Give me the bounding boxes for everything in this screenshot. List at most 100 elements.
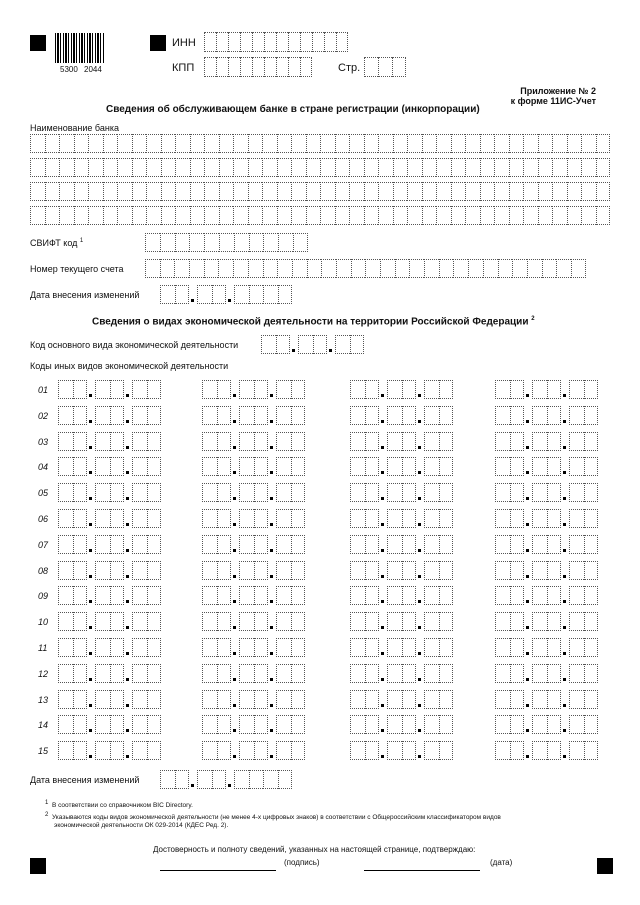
char-cell[interactable] [350, 586, 365, 606]
char-cell[interactable] [546, 380, 561, 399]
char-cell[interactable] [233, 206, 248, 225]
char-cell[interactable] [532, 586, 547, 606]
char-cell[interactable] [401, 663, 416, 683]
char-cell[interactable] [495, 663, 510, 683]
char-cell[interactable] [401, 509, 416, 528]
char-cell[interactable] [583, 663, 598, 683]
activity-code-input[interactable] [202, 483, 305, 503]
char-cell[interactable] [394, 259, 410, 278]
swift-input[interactable] [145, 233, 308, 252]
char-cell[interactable] [291, 259, 307, 278]
char-cell[interactable] [72, 586, 87, 606]
char-cell[interactable] [424, 509, 439, 528]
char-cell[interactable] [145, 259, 160, 278]
char-cell[interactable] [365, 259, 380, 278]
char-cell[interactable] [132, 638, 147, 657]
char-cell[interactable] [546, 741, 561, 761]
char-cell[interactable] [378, 182, 393, 201]
char-cell[interactable] [532, 560, 547, 580]
char-cell[interactable] [175, 158, 190, 177]
char-cell[interactable] [387, 405, 402, 425]
char-cell[interactable] [407, 158, 422, 177]
char-cell[interactable] [421, 134, 436, 153]
char-cell[interactable] [276, 431, 291, 451]
char-cell[interactable] [146, 560, 161, 580]
char-cell[interactable] [494, 206, 509, 225]
char-cell[interactable] [532, 457, 547, 477]
char-cell[interactable] [424, 431, 439, 451]
char-cell[interactable] [132, 457, 147, 477]
char-cell[interactable] [44, 182, 59, 201]
char-cell[interactable] [583, 509, 598, 528]
char-cell[interactable] [146, 638, 161, 657]
char-cell[interactable] [570, 259, 586, 278]
char-cell[interactable] [465, 206, 480, 225]
char-cell[interactable] [276, 741, 291, 761]
main-code-input[interactable] [261, 335, 364, 354]
activity-code-input[interactable] [58, 663, 161, 683]
char-cell[interactable] [569, 405, 584, 425]
activity-code-input[interactable] [350, 663, 453, 683]
char-cell[interactable] [58, 534, 73, 554]
char-cell[interactable] [276, 182, 291, 201]
char-cell[interactable] [109, 663, 124, 683]
char-cell[interactable] [102, 134, 117, 153]
char-cell[interactable] [216, 689, 231, 709]
char-cell[interactable] [216, 509, 231, 528]
char-cell[interactable] [407, 182, 422, 201]
char-cell[interactable] [424, 534, 439, 554]
char-cell[interactable] [581, 206, 596, 225]
char-cell[interactable] [523, 158, 538, 177]
activity-code-input[interactable] [495, 534, 598, 554]
char-cell[interactable] [334, 206, 349, 225]
char-cell[interactable] [401, 715, 416, 735]
char-cell[interactable] [174, 233, 190, 252]
char-cell[interactable] [239, 431, 254, 451]
char-cell[interactable] [204, 134, 219, 153]
char-cell[interactable] [276, 134, 291, 153]
char-cell[interactable] [509, 483, 524, 503]
char-cell[interactable] [494, 182, 509, 201]
char-cell[interactable] [290, 689, 305, 709]
bank-name-input-row-4[interactable] [30, 206, 610, 225]
char-cell[interactable] [509, 638, 524, 657]
char-cell[interactable] [583, 534, 598, 554]
char-cell[interactable] [204, 206, 219, 225]
char-cell[interactable] [146, 534, 161, 554]
char-cell[interactable] [275, 335, 290, 354]
char-cell[interactable] [117, 206, 132, 225]
char-cell[interactable] [202, 483, 217, 503]
char-cell[interactable] [546, 483, 561, 503]
char-cell[interactable] [424, 405, 439, 425]
char-cell[interactable] [189, 259, 204, 278]
char-cell[interactable] [73, 158, 88, 177]
char-cell[interactable] [595, 134, 610, 153]
char-cell[interactable] [364, 638, 379, 657]
char-cell[interactable] [350, 405, 365, 425]
char-cell[interactable] [109, 741, 124, 761]
char-cell[interactable] [132, 586, 147, 606]
char-cell[interactable] [88, 206, 103, 225]
char-cell[interactable] [277, 259, 292, 278]
char-cell[interactable] [479, 134, 494, 153]
char-cell[interactable] [495, 638, 510, 657]
char-cell[interactable] [160, 182, 175, 201]
char-cell[interactable] [509, 715, 524, 735]
char-cell[interactable] [290, 405, 305, 425]
char-cell[interactable] [546, 560, 561, 580]
char-cell[interactable] [581, 134, 596, 153]
char-cell[interactable] [392, 182, 407, 201]
char-cell[interactable] [216, 57, 228, 77]
char-cell[interactable] [546, 612, 561, 632]
activity-code-input[interactable] [495, 560, 598, 580]
char-cell[interactable] [253, 380, 268, 399]
char-cell[interactable] [583, 715, 598, 735]
char-cell[interactable] [387, 380, 402, 399]
char-cell[interactable] [160, 158, 175, 177]
char-cell[interactable] [532, 689, 547, 709]
char-cell[interactable] [95, 715, 110, 735]
char-cell[interactable] [95, 405, 110, 425]
char-cell[interactable] [202, 741, 217, 761]
char-cell[interactable] [146, 689, 161, 709]
char-cell[interactable] [569, 560, 584, 580]
